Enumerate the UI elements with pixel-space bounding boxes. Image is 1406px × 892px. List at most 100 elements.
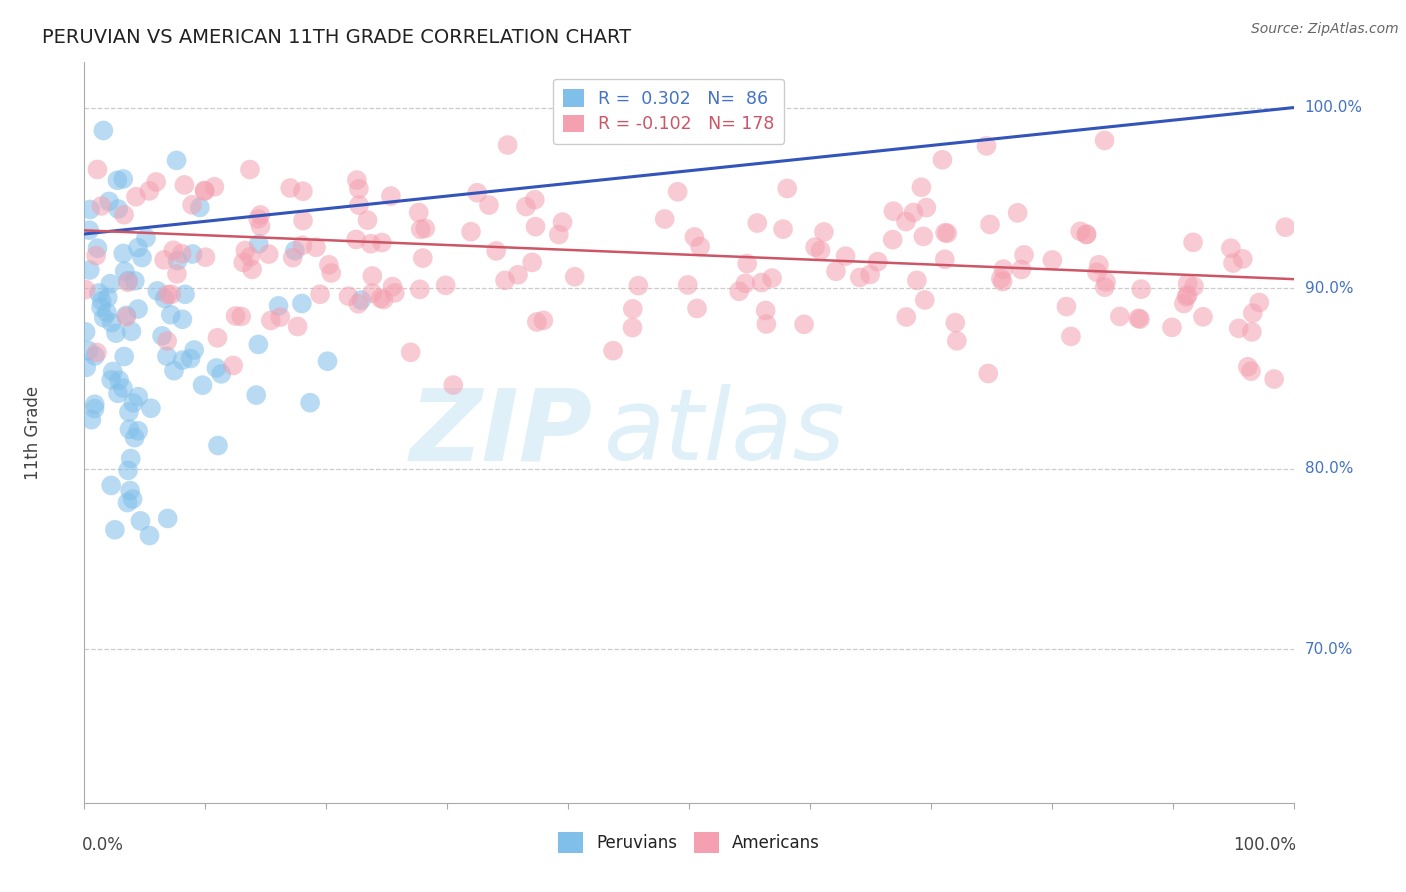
Point: [496, 138, 519, 153]
Text: ZIP: ZIP: [409, 384, 592, 481]
Point: [849, 270, 872, 285]
Point: [1076, 227, 1098, 242]
Point: [309, 287, 332, 301]
Point: [993, 262, 1015, 277]
Point: [80, 412, 103, 426]
Point: [380, 189, 402, 203]
Point: [222, 359, 245, 373]
Point: [120, 483, 142, 498]
Point: [399, 345, 422, 359]
Point: [163, 364, 186, 378]
Point: [1192, 310, 1215, 324]
Point: [291, 184, 314, 198]
Point: [506, 268, 529, 282]
Point: [100, 478, 122, 492]
Point: [728, 285, 751, 299]
Point: [90, 199, 112, 213]
Point: [1182, 279, 1205, 293]
Point: [686, 301, 709, 316]
Point: [1219, 241, 1241, 255]
Point: [170, 246, 193, 260]
Point: [115, 310, 138, 324]
Point: [135, 231, 157, 245]
Point: [755, 91, 778, 105]
Point: [207, 331, 229, 345]
Point: [627, 278, 650, 293]
Point: [946, 334, 969, 348]
Point: [460, 225, 482, 239]
Point: [239, 250, 262, 264]
Point: [834, 249, 856, 263]
Point: [1240, 325, 1263, 339]
Point: [156, 349, 179, 363]
Point: [166, 267, 188, 281]
Point: [100, 373, 122, 387]
Point: [156, 334, 179, 348]
Point: [434, 278, 457, 293]
Point: [247, 211, 270, 226]
Point: [84, 249, 107, 263]
Point: [120, 451, 142, 466]
Point: [316, 354, 339, 368]
Point: [373, 293, 395, 307]
Point: [337, 289, 360, 303]
Point: [75, 360, 97, 375]
Point: [112, 350, 135, 364]
Point: [318, 258, 340, 272]
Point: [520, 255, 543, 269]
Point: [772, 222, 794, 236]
Point: [291, 296, 314, 310]
Point: [683, 230, 706, 244]
Legend: Peruvians, Americans: Peruvians, Americans: [550, 824, 828, 861]
Point: [247, 236, 270, 251]
Point: [194, 184, 217, 198]
Point: [551, 215, 574, 229]
Point: [934, 252, 956, 267]
Point: [287, 319, 309, 334]
Point: [194, 250, 217, 264]
Point: [183, 343, 205, 357]
Point: [162, 244, 184, 258]
Point: [83, 401, 105, 416]
Point: [191, 378, 214, 392]
Point: [1095, 275, 1118, 289]
Point: [621, 320, 644, 334]
Point: [129, 514, 152, 528]
Point: [523, 193, 546, 207]
Text: 100.0%: 100.0%: [1233, 836, 1296, 855]
Point: [299, 395, 322, 409]
Point: [138, 528, 160, 542]
Point: [1222, 256, 1244, 270]
Point: [1130, 282, 1153, 296]
Point: [98, 194, 121, 209]
Point: [564, 269, 586, 284]
Point: [125, 190, 148, 204]
Point: [87, 285, 110, 300]
Point: [979, 218, 1001, 232]
Point: [115, 309, 138, 323]
Point: [361, 268, 384, 283]
Text: 70.0%: 70.0%: [1305, 642, 1353, 657]
Point: [150, 329, 173, 343]
Point: [478, 198, 501, 212]
Point: [755, 317, 778, 331]
Point: [1088, 258, 1111, 272]
Point: [117, 463, 139, 477]
Point: [117, 274, 139, 288]
Point: [912, 229, 935, 244]
Point: [108, 373, 131, 387]
Point: [747, 216, 769, 230]
Point: [131, 251, 153, 265]
Point: [86, 345, 108, 359]
Point: [1012, 248, 1035, 262]
Point: [75, 283, 97, 297]
Point: [381, 279, 404, 293]
Y-axis label: 11th Grade: 11th Grade: [24, 385, 42, 480]
Point: [813, 225, 835, 239]
Point: [882, 204, 904, 219]
Point: [1236, 359, 1258, 374]
Text: 80.0%: 80.0%: [1305, 461, 1353, 476]
Point: [121, 492, 143, 507]
Point: [666, 185, 689, 199]
Point: [735, 257, 758, 271]
